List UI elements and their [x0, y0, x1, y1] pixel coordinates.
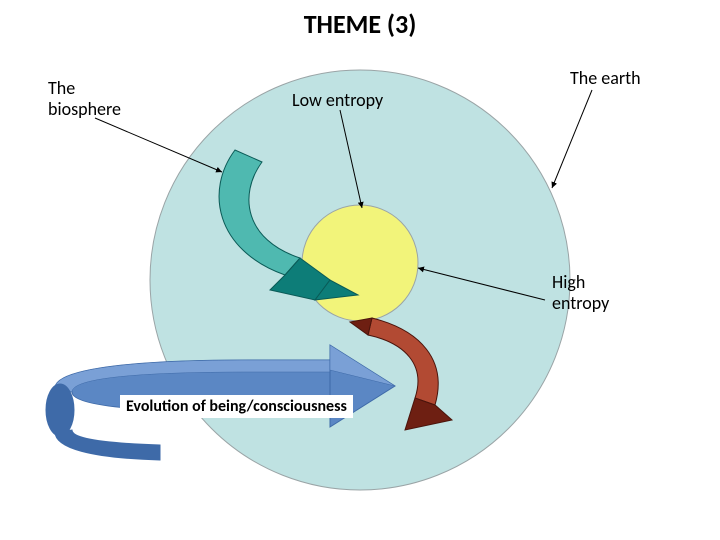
label-high-entropy-text: Highentropy — [552, 271, 609, 314]
label-biosphere-text: Thebiosphere — [48, 77, 121, 120]
core-circle — [302, 205, 418, 321]
label-biosphere: Thebiosphere — [48, 78, 121, 119]
label-high-entropy: Highentropy — [552, 272, 609, 313]
label-low-entropy-text: Low entropy — [292, 89, 383, 111]
label-earth: The earth — [570, 68, 641, 89]
label-earth-text: The earth — [570, 67, 641, 89]
label-evolution: Evolution of being/consciousness — [120, 395, 353, 418]
slide-title: THEME (3) — [0, 8, 720, 40]
label-evolution-text: Evolution of being/consciousness — [126, 397, 347, 416]
label-low-entropy: Low entropy — [292, 90, 383, 111]
pointer-earth — [552, 90, 592, 188]
